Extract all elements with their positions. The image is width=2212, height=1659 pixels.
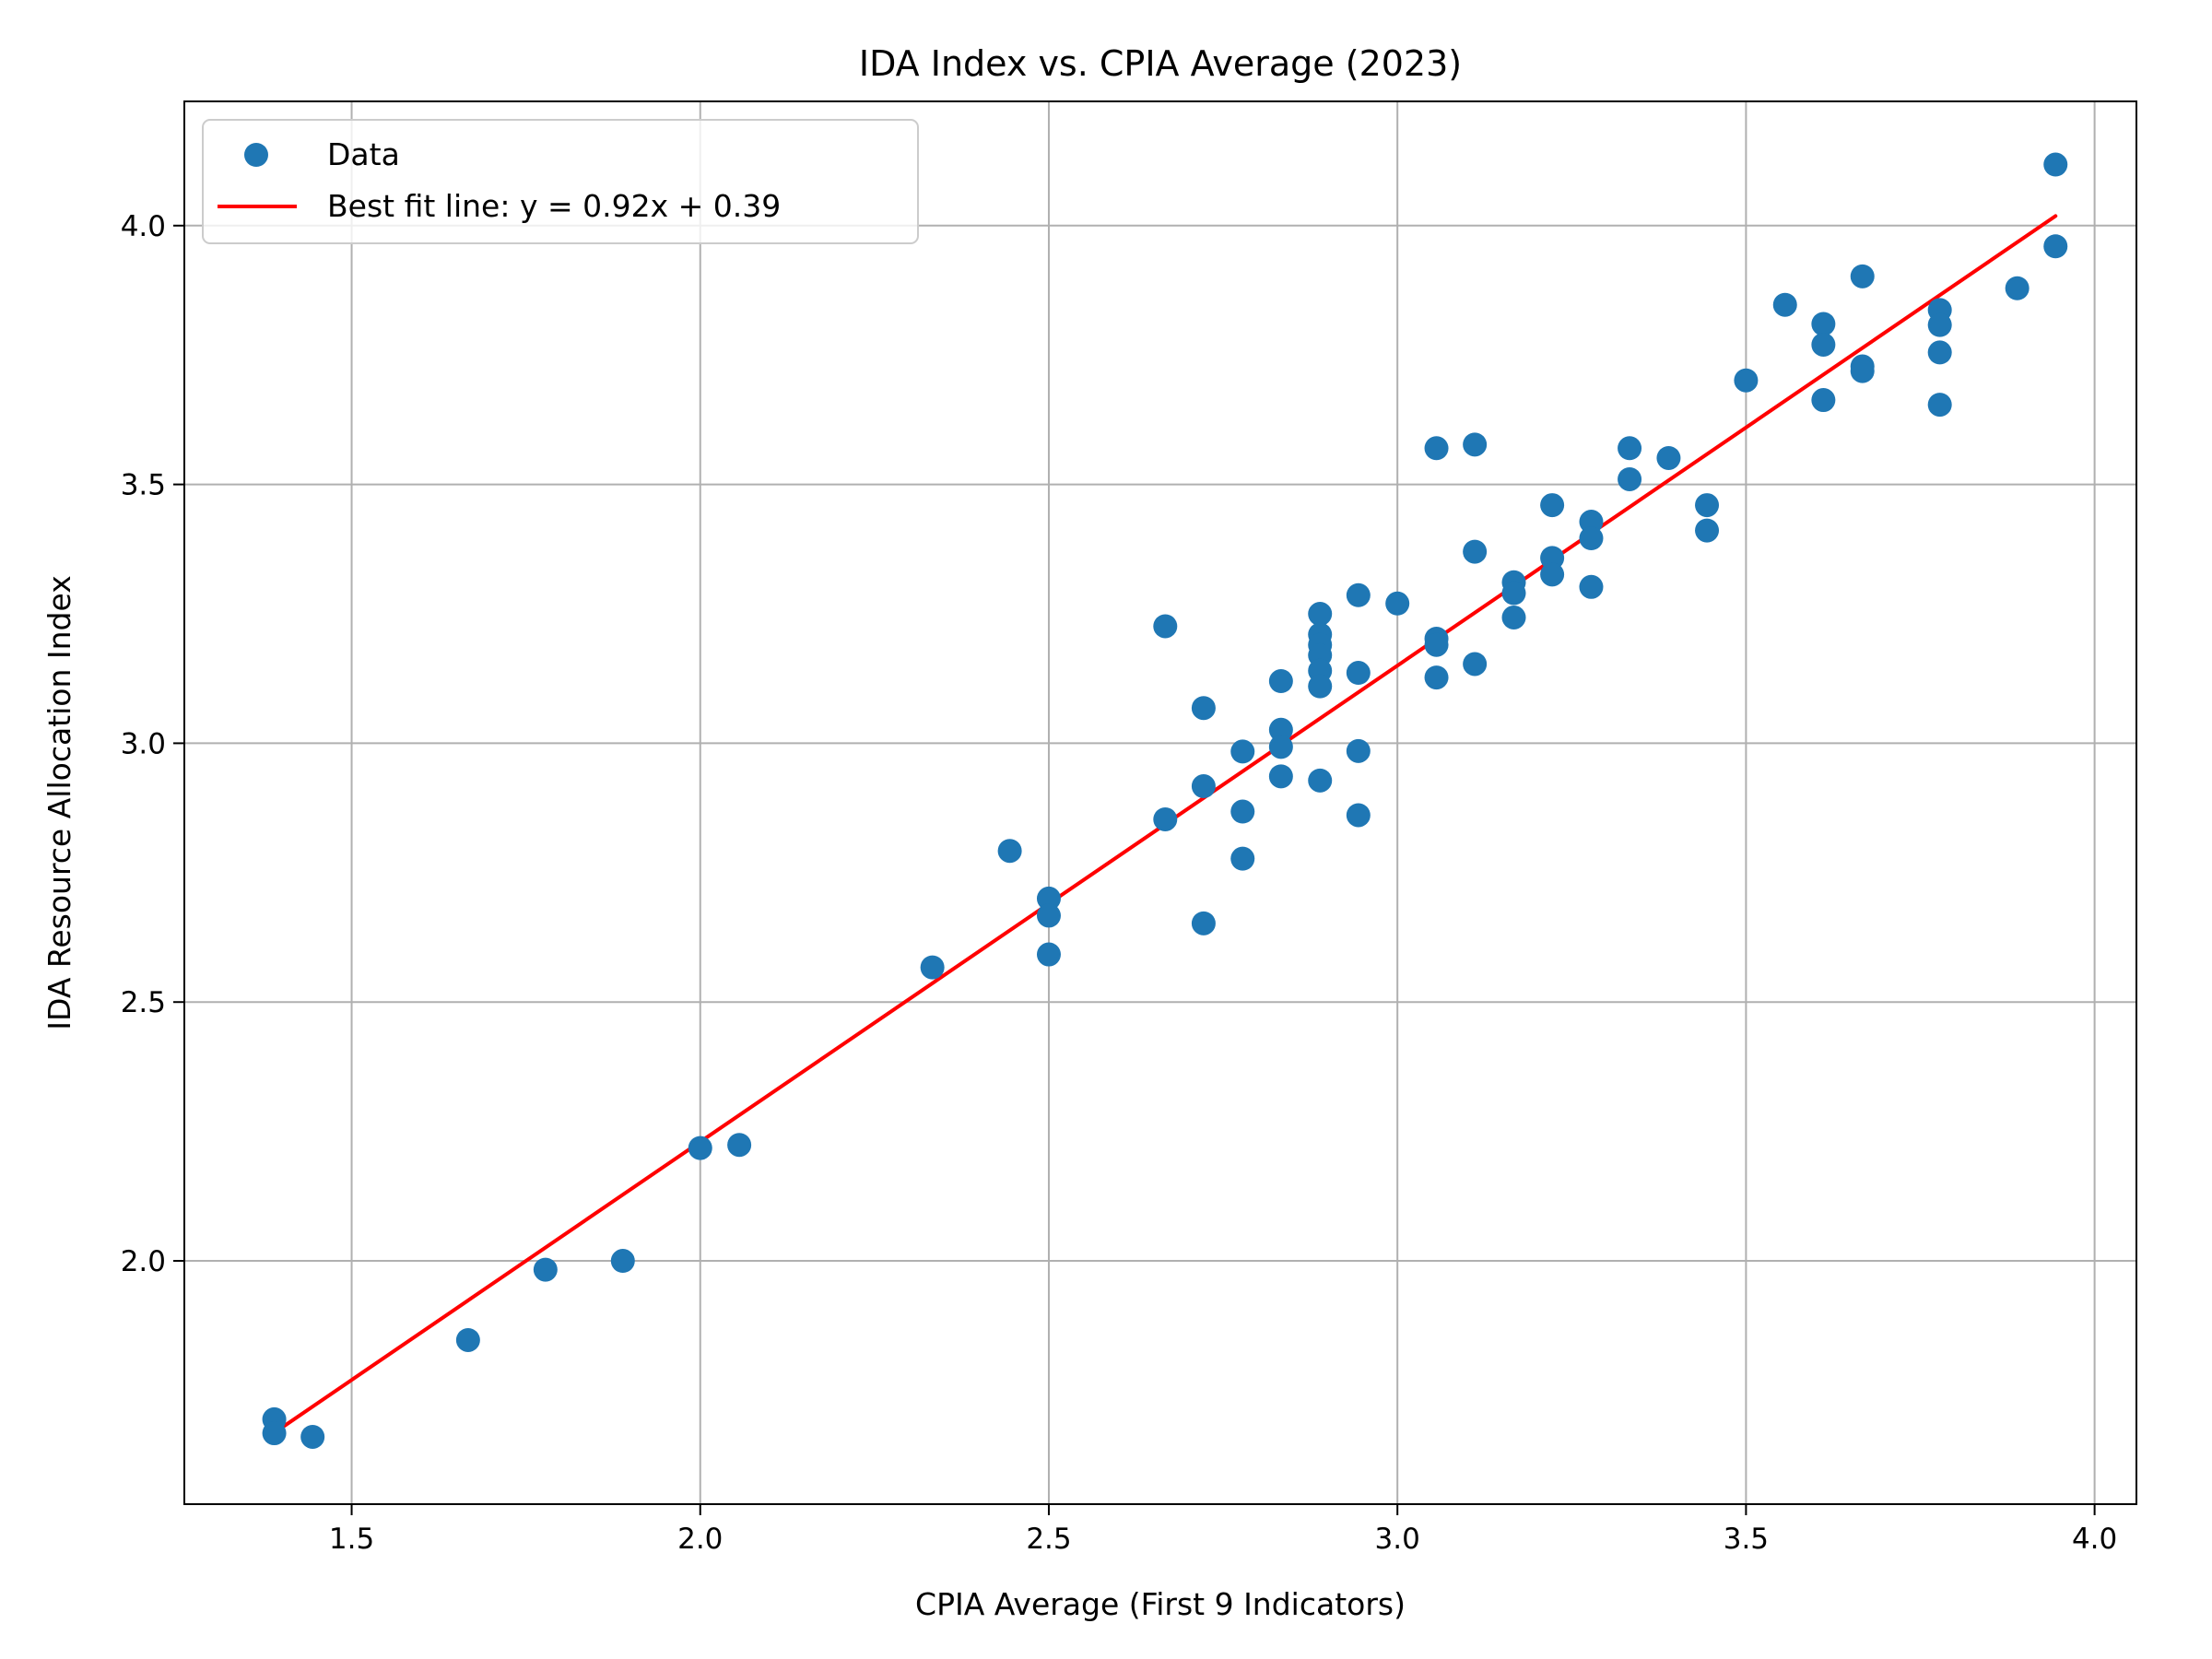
data-point [1927,340,1952,365]
data-point [1811,312,1836,336]
data-point [1463,652,1488,677]
data-point [1811,388,1836,413]
data-point [1927,312,1952,337]
legend: Data Best fit line: y = 0.92x + 0.39 [202,119,919,244]
x-tick-label: 2.5 [1026,1523,1071,1556]
data-point [1618,466,1642,491]
data-point [1424,632,1449,657]
y-tick-label: 3.5 [121,469,166,502]
legend-fit-line-label: Best fit line: y = 0.92x + 0.39 [327,188,781,224]
data-point [1772,292,1797,317]
data-point [1268,717,1293,742]
x-tick-label: 1.5 [329,1523,374,1556]
data-point [300,1424,325,1449]
legend-data-label: Data [327,136,400,172]
data-point [1656,445,1681,470]
data-point [1618,436,1642,461]
x-tick-label: 2.0 [677,1523,723,1556]
data-point [1850,359,1875,383]
data-point [2043,152,2068,177]
data-point [455,1327,480,1352]
data-point [920,955,945,980]
data-point [1268,764,1293,789]
chart-title: IDA Index vs. CPIA Average (2023) [859,43,1462,84]
data-point [1501,581,1526,606]
data-point [1191,774,1216,799]
data-point [1230,846,1255,871]
data-point [1153,806,1178,831]
data-point [1695,493,1720,518]
data-point [1579,574,1604,599]
data-point [1463,539,1488,564]
data-point [1036,886,1061,911]
data-point [1036,903,1061,928]
data-point [2005,276,2030,300]
x-axis-label: CPIA Average (First 9 Indicators) [915,1586,1406,1622]
data-point [533,1257,558,1282]
y-tick-label: 3.0 [121,727,166,760]
data-point [688,1135,712,1160]
data-point [1579,526,1604,551]
data-point [1385,591,1410,616]
data-point [1850,264,1875,288]
data-point [1695,518,1720,543]
data-point [2043,234,2068,259]
legend-box [202,119,919,244]
data-point [1230,799,1255,824]
y-axis-label: IDA Resource Allocation Index [41,575,77,1030]
data-point [997,839,1022,864]
data-point [1424,436,1449,461]
data-point [1308,602,1333,627]
y-tick-label: 2.5 [121,986,166,1019]
data-point [610,1249,635,1274]
data-point [1540,493,1565,518]
x-tick-label: 3.5 [1724,1523,1769,1556]
data-points [262,152,2068,1449]
data-point [1540,546,1565,571]
data-point [1540,562,1565,587]
data-point [1346,803,1371,828]
data-point [1734,368,1759,393]
y-tick-label: 2.0 [121,1245,166,1278]
data-point [727,1133,752,1158]
plot-frame [183,100,2137,1505]
data-point [1927,393,1952,418]
data-point [1346,661,1371,686]
data-point [1308,674,1333,699]
data-point [1424,665,1449,690]
data-point [1036,942,1061,967]
data-point [1191,911,1216,935]
x-tick-label: 3.0 [1375,1523,1420,1556]
data-point [1346,582,1371,607]
data-point [1501,605,1526,629]
y-tick-label: 4.0 [121,210,166,243]
data-point [1268,669,1293,694]
data-point [262,1421,287,1446]
data-point [1191,696,1216,721]
data-point [1579,510,1604,535]
data-point [1230,739,1255,764]
data-point [1346,738,1371,763]
data-point [1811,332,1836,357]
data-point [1308,768,1333,793]
data-point [1268,735,1293,759]
data-point [1463,432,1488,457]
axis-ticks: 1.5 2.0 2.5 3.0 3.5 4.0 2.0 2.5 3.0 3.5 4.0 [121,210,2118,1556]
data-point [1153,614,1178,639]
x-tick-label: 4.0 [2072,1523,2117,1556]
legend-data-marker [244,143,268,167]
